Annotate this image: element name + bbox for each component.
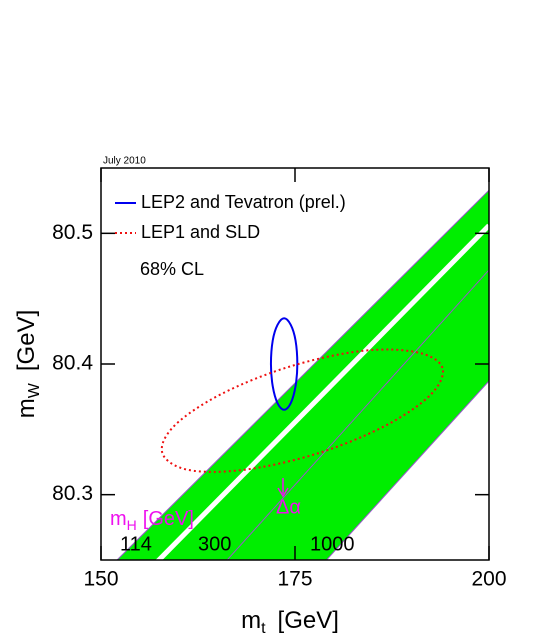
higgs-label-sub: H [127, 517, 137, 533]
higgs-value: 114 [120, 533, 152, 555]
higgs-label-symbol: m [110, 508, 127, 530]
x-label-sub: t [261, 620, 266, 637]
x-label-unit: [GeV] [278, 607, 339, 634]
y-tick-label: 80.4 [52, 352, 93, 375]
higgs-line [226, 269, 489, 560]
x-tick-label: 200 [471, 568, 506, 591]
y-label-unit: [GeV] [13, 310, 40, 371]
contour-ellipse [160, 348, 444, 473]
plot-area [116, 189, 489, 560]
higgs-label-unit: [GeV] [143, 508, 194, 530]
date-note: July 2010 [103, 156, 146, 167]
higgs-line [155, 223, 489, 560]
alpha-note: Δα [276, 496, 301, 518]
y-axis-label: mW [GeV] [13, 310, 43, 418]
x-axis-label: mt [GeV] [241, 607, 339, 637]
higgs-value: 300 [198, 533, 231, 555]
y-label-sub: W [26, 382, 43, 398]
y-tick-label: 80.5 [52, 221, 93, 244]
y-label-symbol: m [13, 398, 40, 418]
x-tick-label: 150 [83, 568, 118, 591]
legend-label: LEP1 and SLD [141, 222, 260, 242]
legend-label: LEP2 and Tevatron (prel.) [141, 192, 346, 212]
confidence-note: 68% CL [140, 259, 204, 279]
contour-ellipse [269, 317, 299, 411]
higgs-value: 1000 [310, 533, 355, 555]
x-tick-label: 175 [277, 568, 312, 591]
higgs-line [116, 189, 489, 560]
y-tick-label: 80.3 [52, 482, 93, 505]
alpha-arrow-head [277, 487, 289, 498]
higgs-label: mH [GeV] [110, 508, 194, 532]
x-label-symbol: m [241, 607, 261, 634]
higgs-line [325, 380, 489, 560]
